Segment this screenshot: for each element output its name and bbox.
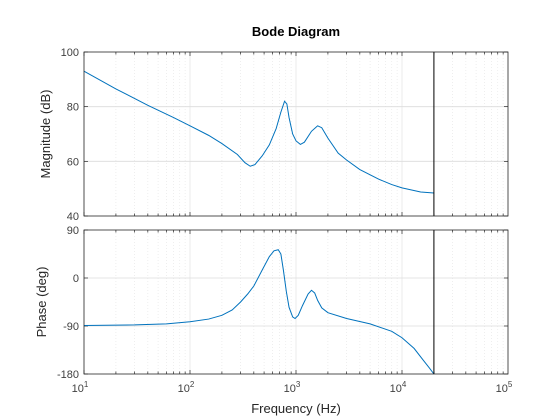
magnitude-y-ticks: 40 60 80 100 xyxy=(61,47,79,223)
x-axis-label: Frequency (Hz) xyxy=(251,401,341,416)
phase-axes-box xyxy=(83,229,509,375)
chart-title: Bode Diagram xyxy=(252,24,340,39)
x-tick-labels: 101 102 103 104 105 xyxy=(72,380,513,395)
phase-panel: -180 -90 0 90 Phase (deg) xyxy=(34,225,509,381)
magnitude-curve xyxy=(83,70,434,194)
phase-curve xyxy=(83,249,435,375)
magnitude-y-tick-label: 100 xyxy=(61,47,79,59)
x-tick-label: 101 xyxy=(72,380,89,395)
phase-y-tick-label: 90 xyxy=(67,225,79,237)
magnitude-axes-box xyxy=(83,51,509,217)
magnitude-y-tick-label: 60 xyxy=(67,156,79,168)
magnitude-y-tick-label: 80 xyxy=(67,102,79,114)
phase-ylabel: Phase (deg) xyxy=(34,267,49,338)
x-tick-label: 105 xyxy=(496,380,513,395)
phase-y-tick-label: 0 xyxy=(73,273,79,285)
phase-y-tick-label: -180 xyxy=(57,369,79,381)
phase-y-tick-label: -90 xyxy=(63,321,79,333)
x-tick-label: 104 xyxy=(390,380,407,395)
magnitude-ylabel: Magnitude (dB) xyxy=(38,90,53,179)
phase-grid xyxy=(83,229,508,375)
x-tick-label: 103 xyxy=(284,380,301,395)
phase-y-ticks: -180 -90 0 90 xyxy=(57,225,79,381)
x-tick-label: 102 xyxy=(178,380,195,395)
magnitude-grid xyxy=(83,51,508,217)
magnitude-y-tick-label: 40 xyxy=(67,211,79,223)
magnitude-panel: 40 60 80 100 Magnitude (dB) xyxy=(38,47,509,223)
